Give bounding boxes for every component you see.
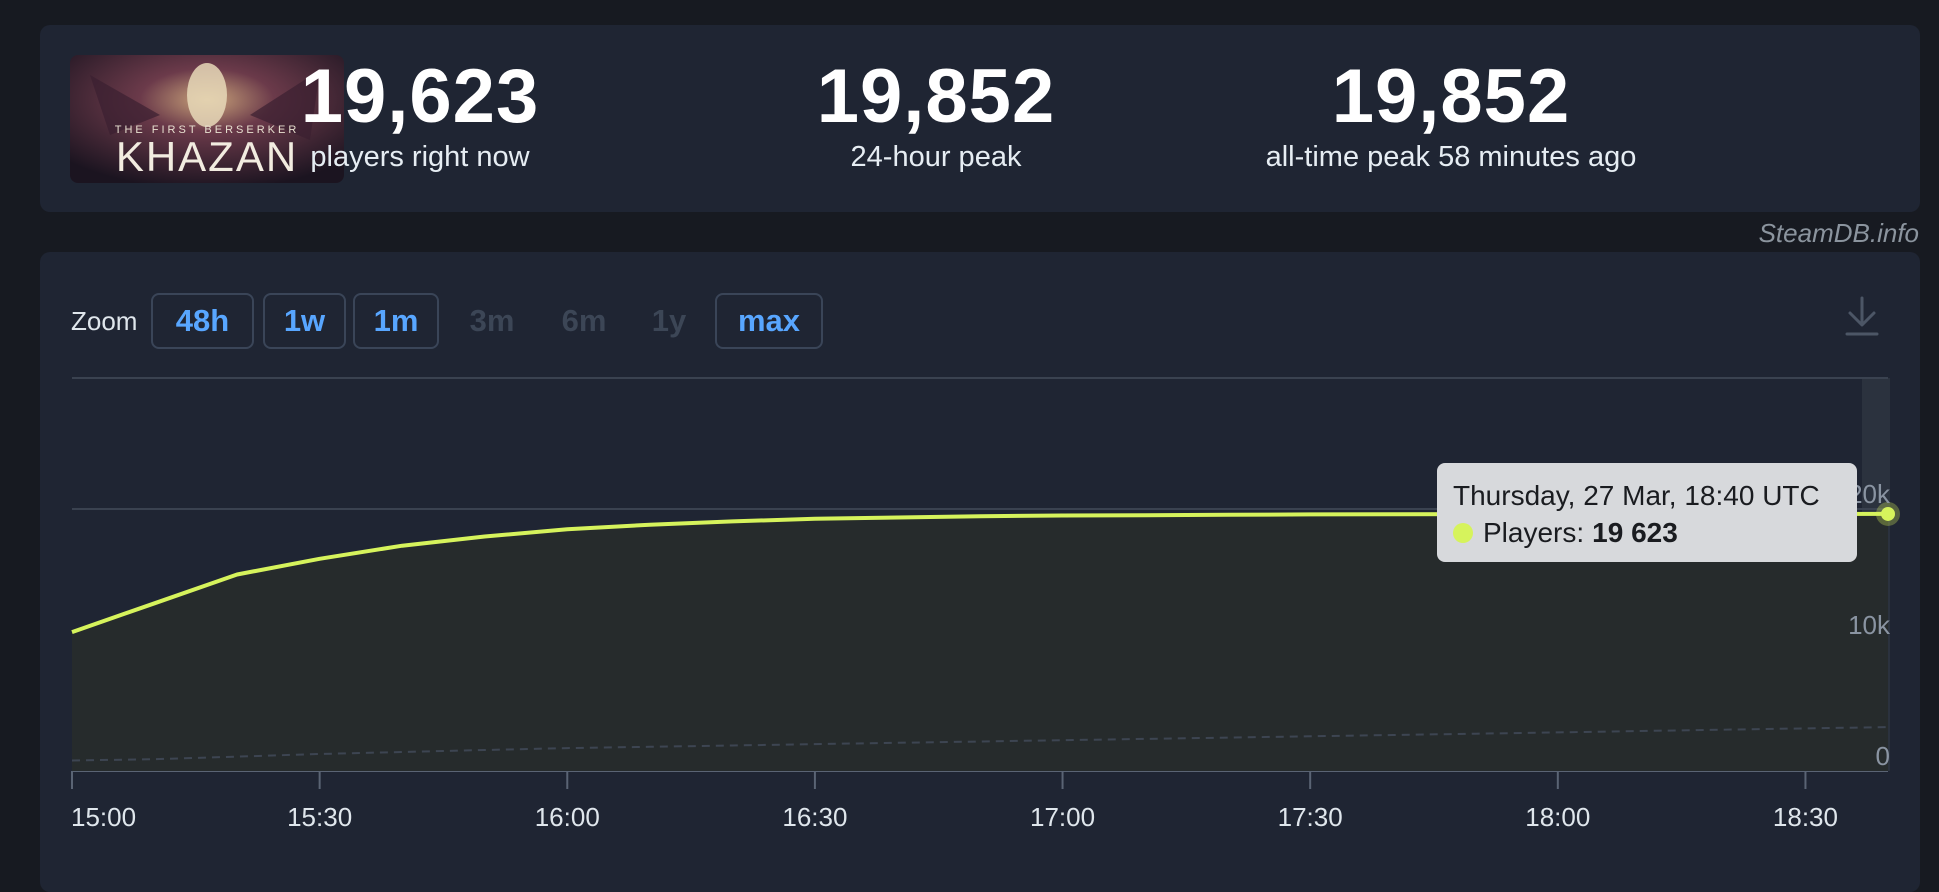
series-color-dot (1453, 523, 1473, 543)
x-tick-label: 18:30 (1773, 802, 1838, 832)
x-tick-label: 17:00 (1030, 802, 1095, 832)
x-tick-label: 17:30 (1278, 802, 1343, 832)
x-axis: 15:00 15:30 16:00 16:30 17:00 17:30 18:00 18:30 (71, 771, 1838, 832)
x-tick-label: 15:30 (287, 802, 352, 832)
tooltip-series-row: Players: 19 623 (1453, 517, 1841, 549)
y-tick-label: 10k (1848, 610, 1891, 640)
x-tick-label: 18:00 (1525, 802, 1590, 832)
tooltip-value: 19 623 (1592, 517, 1678, 549)
x-tick-label: 16:30 (782, 802, 847, 832)
player-count-chart: 15:00 15:30 16:00 16:30 17:00 17:30 18:00 18:30… (0, 0, 1939, 867)
x-tick-label: 15:00 (71, 802, 136, 832)
y-tick-label: 0 (1876, 741, 1890, 771)
tooltip-date: Thursday, 27 Mar, 18:40 UTC (1453, 480, 1841, 512)
tooltip-series-label: Players: (1483, 517, 1584, 549)
x-tick-label: 16:00 (535, 802, 600, 832)
chart-tooltip: Thursday, 27 Mar, 18:40 UTC Players: 19 … (1437, 463, 1857, 562)
hover-point (1881, 507, 1895, 521)
